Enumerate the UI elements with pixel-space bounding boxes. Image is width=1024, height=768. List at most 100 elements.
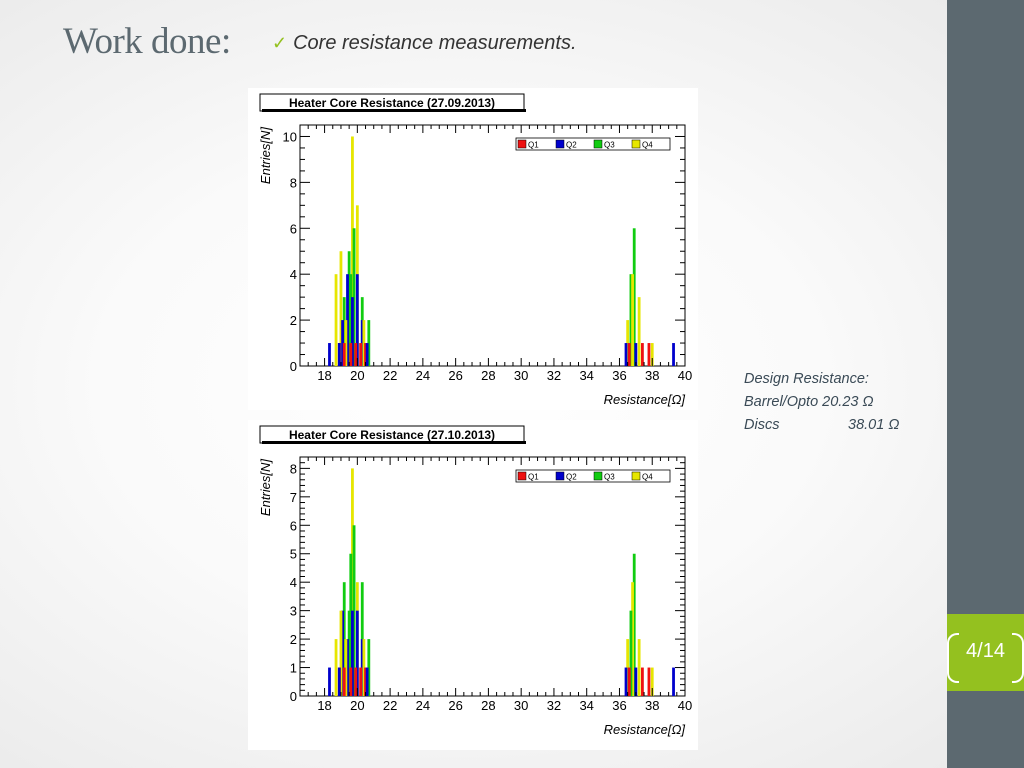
legend-label-q1: Q1	[528, 141, 539, 150]
bar-q2	[351, 297, 354, 366]
bar-q1	[627, 667, 631, 696]
legend-label-q4: Q4	[642, 141, 653, 150]
chart-title-shadow	[262, 441, 526, 444]
y-tick-label: 2	[290, 313, 297, 328]
bar-q4	[334, 274, 338, 366]
bar-q2	[355, 274, 359, 366]
legend-label-q4: Q4	[642, 473, 653, 482]
checkmark-icon: ✓	[272, 33, 288, 53]
bar-q1	[354, 343, 358, 366]
x-tick-label: 40	[678, 368, 692, 383]
bar-q1	[359, 343, 363, 366]
bar-q2	[634, 667, 638, 696]
bar-q3	[349, 274, 353, 366]
bar-q3	[342, 297, 346, 366]
bar-q4	[362, 639, 366, 696]
bar-q1	[349, 343, 353, 366]
bar-q4	[351, 468, 354, 696]
badge-left-bracket	[947, 633, 959, 683]
legend-label-q2: Q2	[566, 473, 577, 482]
bar-q3	[367, 320, 371, 366]
legend-swatch-q1	[517, 471, 527, 481]
bar-q1	[364, 343, 367, 366]
design-row-name: Barrel/Opto	[744, 394, 819, 410]
bar-q2	[360, 320, 364, 366]
bar-q2	[328, 343, 331, 366]
bar-q4	[344, 320, 348, 366]
bar-q4	[650, 667, 654, 696]
x-tick-label: 32	[547, 698, 561, 713]
bullet-text: Core resistance measurements.	[293, 32, 577, 54]
bar-q2	[346, 639, 349, 696]
bar-q1	[342, 343, 346, 366]
bar-q2	[337, 667, 341, 696]
chart-legend: Q1 Q2 Q3 Q4	[515, 469, 671, 483]
x-tick-label: 18	[317, 698, 331, 713]
bar-q2	[672, 343, 675, 366]
legend-swatch-q4	[631, 139, 641, 149]
bar-q4	[362, 320, 366, 366]
x-tick-label: 18	[317, 368, 331, 383]
histogram-chart-2: Heater Core Resistance (27.10.2013) 18 20 2…	[248, 420, 698, 750]
x-tick-label: 30	[514, 368, 528, 383]
bar-q2	[337, 343, 341, 366]
legend-swatch-q4	[631, 471, 641, 481]
bar-q1	[647, 343, 651, 366]
x-tick-label: 30	[514, 698, 528, 713]
y-axis-title: Entries[N]	[258, 459, 273, 516]
design-note-heading: Design Resistance:	[744, 371, 869, 387]
bar-q2	[634, 343, 638, 366]
x-tick-label: 20	[350, 368, 364, 383]
bar-q2	[624, 667, 628, 696]
y-tick-label: 4	[290, 575, 297, 590]
bar-q4	[631, 582, 634, 696]
legend-label-q2: Q2	[566, 141, 577, 150]
y-axis-title: Entries[N]	[258, 127, 273, 184]
y-tick-label: 8	[290, 461, 297, 476]
slide-title: Work done:	[63, 21, 231, 62]
x-axis-title: Resistance[Ω]	[604, 722, 686, 737]
chart-title: Heater Core Resistance (27.09.2013)	[289, 96, 495, 110]
histogram-svg-1: Heater Core Resistance (27.09.2013) 18 20 2…	[258, 93, 692, 407]
x-tick-label: 24	[416, 698, 430, 713]
bar-q2	[672, 667, 675, 696]
y-tick-label: 6	[290, 518, 297, 533]
bar-q2	[365, 667, 369, 696]
bar-q3	[347, 610, 351, 696]
bar-q4	[637, 297, 641, 366]
bar-q4	[351, 136, 354, 366]
x-tick-label: 26	[448, 368, 462, 383]
bar-q2	[328, 667, 331, 696]
bar-q3	[352, 525, 356, 696]
bar-q2	[365, 343, 369, 366]
y-tick-label: 1	[290, 661, 297, 676]
bar-q1	[359, 667, 363, 696]
bar-q1	[342, 667, 346, 696]
design-row-barrel: Barrel/Opto 20.23 Ω	[744, 391, 944, 414]
legend-box	[515, 137, 671, 151]
bar-q2	[346, 274, 349, 366]
bar-q3	[352, 228, 356, 366]
bar-q3	[349, 553, 353, 696]
x-tick-label: 28	[481, 698, 495, 713]
x-tick-label: 38	[645, 698, 659, 713]
bar-q3	[632, 553, 636, 696]
design-row-value: 38.01 Ω	[848, 417, 900, 433]
x-axis-title: Resistance[Ω]	[604, 392, 686, 407]
bar-q3	[632, 228, 636, 366]
bar-q1	[349, 667, 353, 696]
x-tick-label: 22	[383, 698, 397, 713]
y-tick-label: 2	[290, 632, 297, 647]
bar-q2	[355, 610, 359, 696]
legend-swatch-q3	[593, 139, 603, 149]
y-tick-label: 6	[290, 221, 297, 236]
bar-q4	[626, 320, 630, 366]
y-tick-label: 0	[290, 689, 297, 704]
bar-q2	[341, 610, 344, 696]
bar-q1	[354, 667, 358, 696]
bar-q1	[627, 343, 631, 366]
design-row-value: 20.23 Ω	[822, 394, 874, 410]
x-tick-label: 32	[547, 368, 561, 383]
x-tick-label: 34	[579, 368, 593, 383]
legend-box	[515, 469, 671, 483]
